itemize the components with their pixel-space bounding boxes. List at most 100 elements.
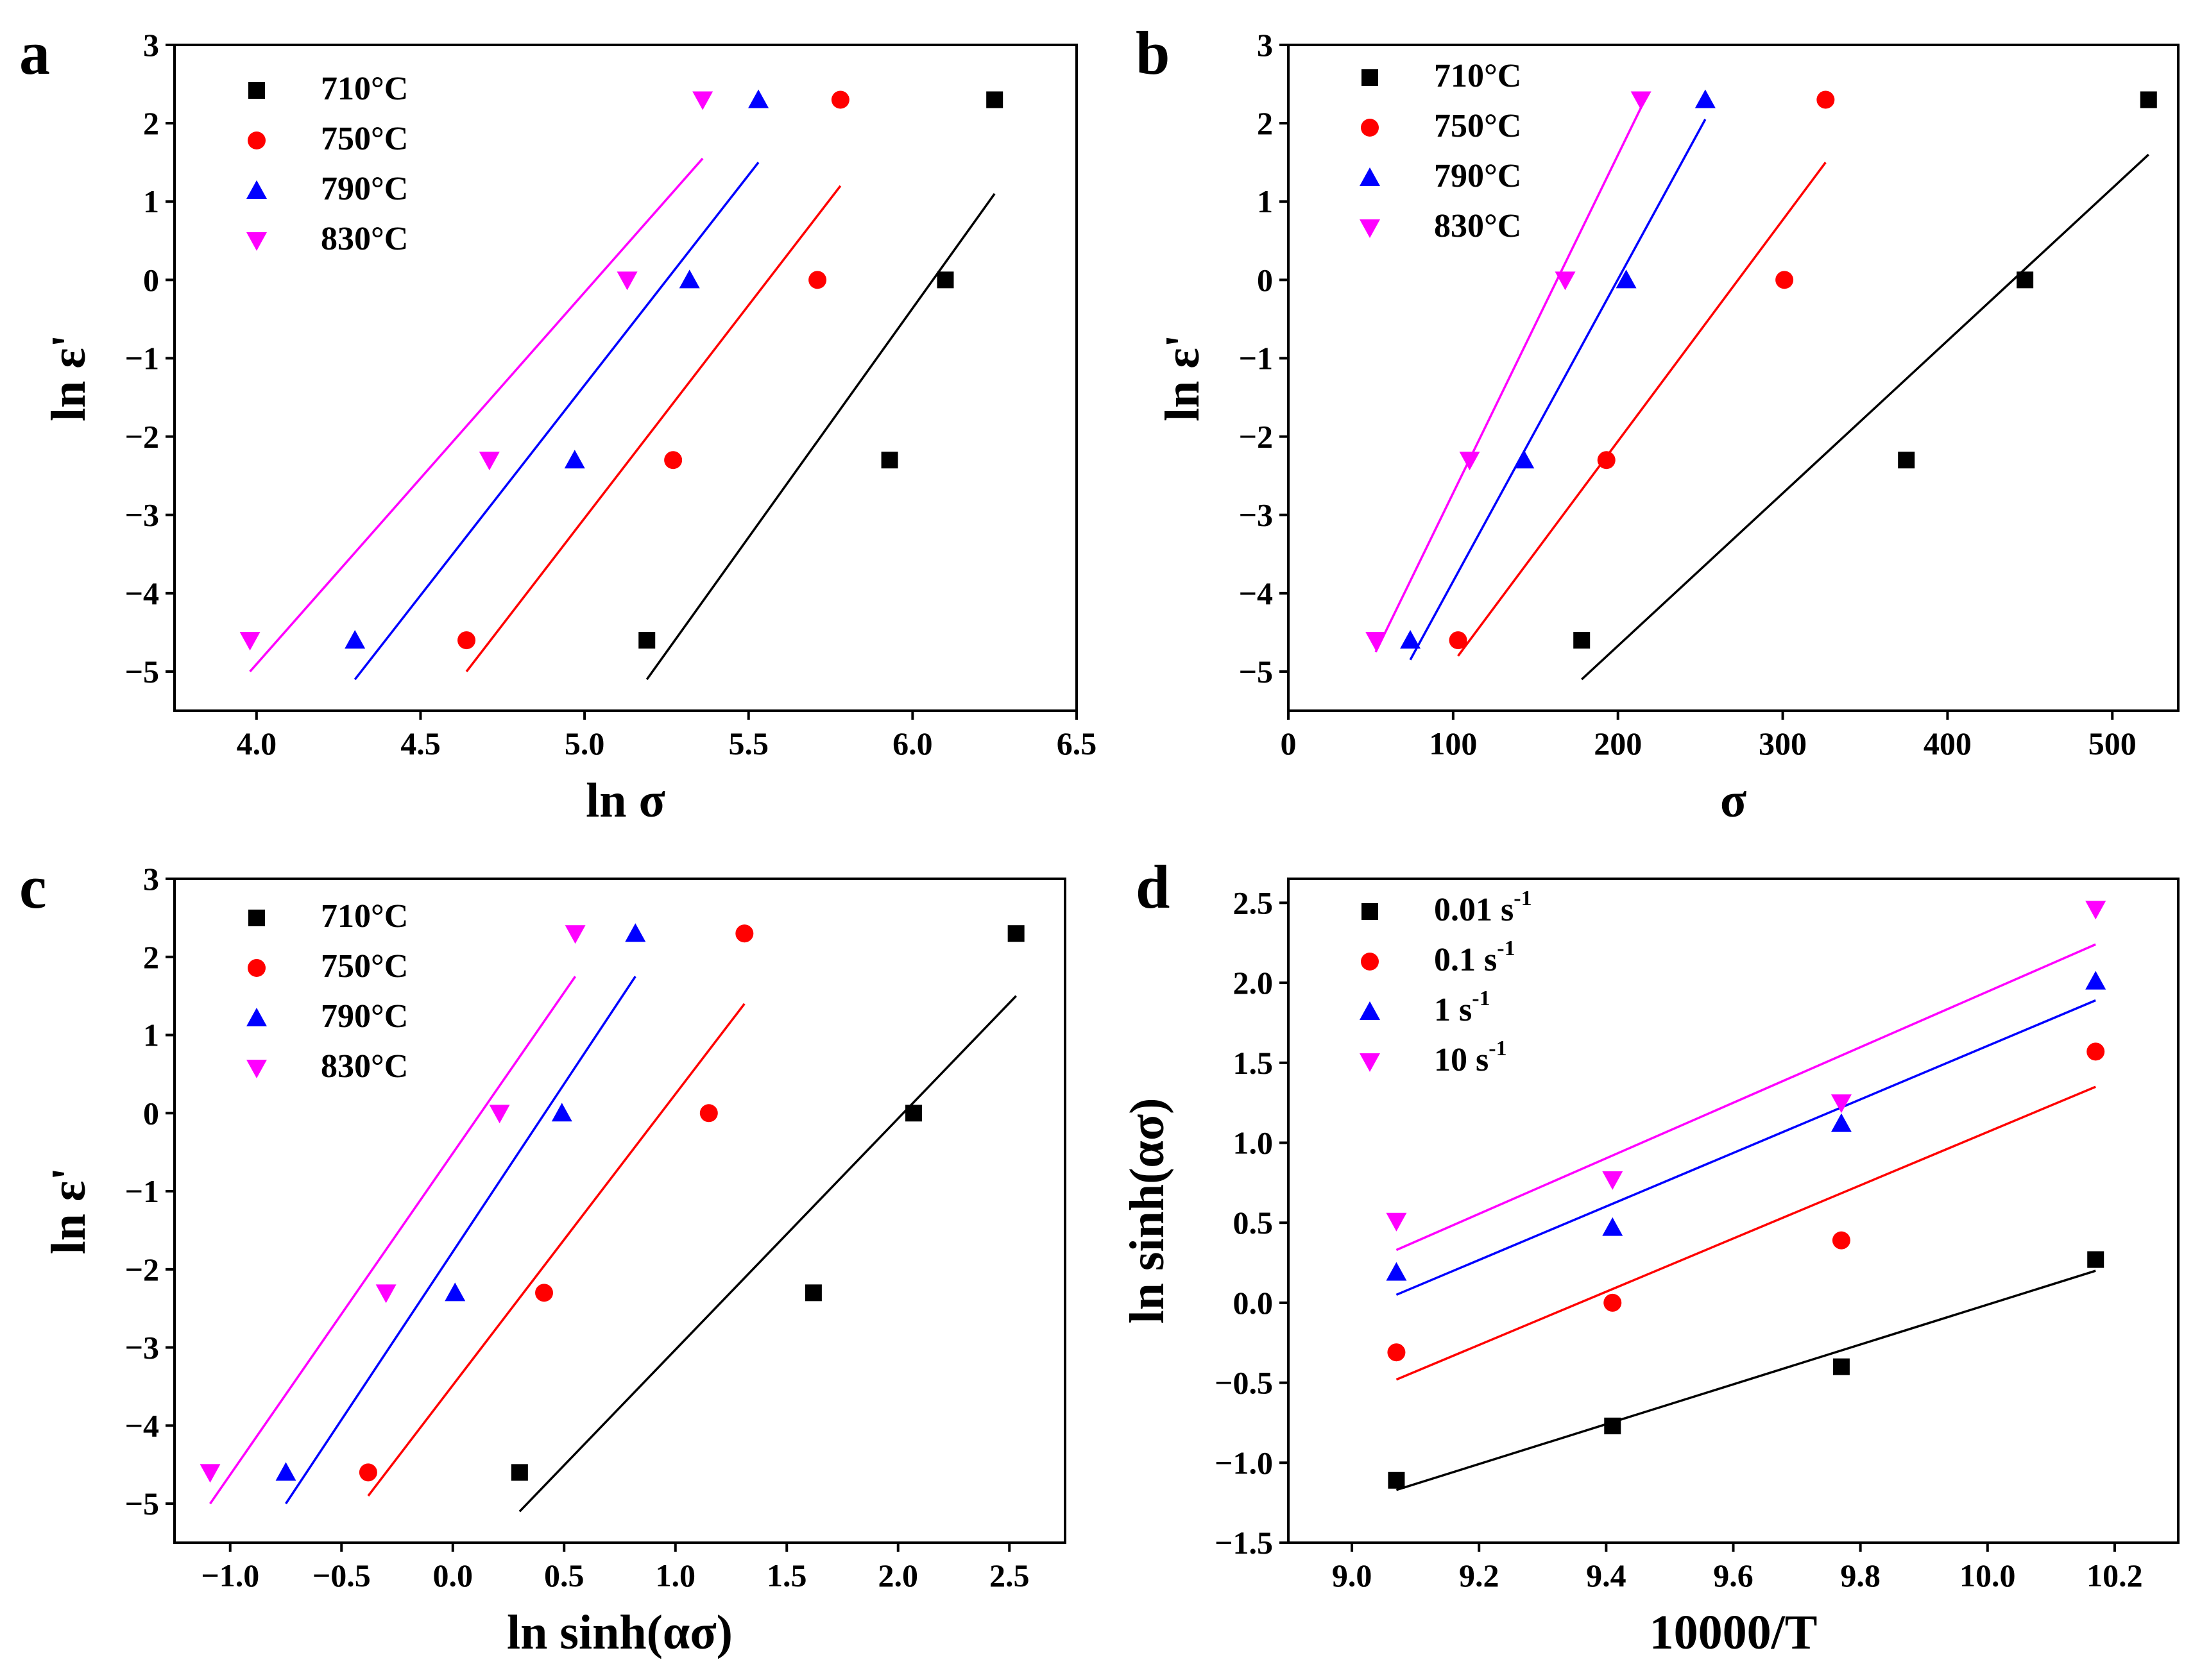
- y-axis-title: ln ε': [42, 1167, 96, 1255]
- data-point: [1573, 632, 1591, 649]
- data-point: [1514, 450, 1535, 469]
- data-point: [1898, 452, 1915, 469]
- x-tick-label: 400: [1924, 725, 1972, 761]
- data-point: [359, 1463, 377, 1482]
- y-tick-label: −5: [1239, 654, 1274, 690]
- data-point: [1616, 269, 1637, 289]
- legend-label: 10 s-1: [1434, 1037, 1507, 1078]
- plot-frame: [1287, 878, 2180, 1544]
- y-tick-label: −3: [125, 1330, 160, 1366]
- legend-label: 790°C: [1434, 158, 1521, 194]
- data-point: [805, 1284, 822, 1302]
- data-point: [375, 1284, 397, 1303]
- plot-frame: [173, 44, 1078, 712]
- x-tick-label: 6.0: [892, 725, 933, 761]
- y-tick-label: −1: [125, 340, 160, 376]
- panel-a: a 4.0 4.5 5.0 5.5 6.0 6.5 −5 −4 −3 −2 −1 0 1 2 3 ln σ ln …: [19, 19, 1096, 827]
- data-point: [937, 271, 954, 289]
- y-tick-label: −1.0: [1215, 1445, 1273, 1481]
- panel-letter: d: [1136, 853, 1170, 921]
- x-tick-label: 9.4: [1586, 1557, 1626, 1593]
- panel-letter: b: [1136, 19, 1170, 87]
- fit-line: [645, 193, 996, 681]
- data-point: [1816, 90, 1835, 109]
- x-tick-label: 9.0: [1332, 1557, 1372, 1593]
- data-point: [564, 450, 585, 469]
- data-point: [511, 1464, 528, 1481]
- y-tick-label: −0.5: [1215, 1365, 1273, 1401]
- data-point: [239, 632, 260, 651]
- y-tick-label: −2: [125, 419, 160, 455]
- legend-label: 790°C: [321, 998, 408, 1035]
- data-point: [735, 924, 754, 943]
- data-point: [638, 632, 656, 649]
- legend-marker: [248, 132, 266, 149]
- y-tick-label: −4: [125, 1407, 160, 1443]
- legend-marker: [248, 910, 265, 926]
- legend-label: 830°C: [321, 1048, 408, 1085]
- legend-marker: [1360, 219, 1380, 238]
- data-point: [1603, 1293, 1622, 1312]
- x-tick-label: 100: [1429, 725, 1477, 761]
- y-tick-label: 1: [143, 183, 159, 219]
- data-point: [617, 271, 638, 291]
- data-point: [1555, 271, 1576, 291]
- panel-letter: c: [19, 853, 47, 921]
- x-tick-label: 5.5: [728, 725, 769, 761]
- fit-line: [518, 995, 1017, 1513]
- y-tick-label: −5: [125, 654, 160, 690]
- data-point: [1830, 1113, 1852, 1132]
- y-axis-title: ln sinh(ασ): [1120, 1098, 1174, 1324]
- data-point: [1830, 1094, 1852, 1114]
- x-tick-label: 9.8: [1840, 1557, 1881, 1593]
- data-point: [1386, 1212, 1407, 1232]
- data-point: [1832, 1358, 1850, 1375]
- x-axis-title: σ: [1720, 774, 1746, 827]
- legend-label: 710°C: [321, 898, 408, 935]
- legend-marker: [248, 82, 265, 99]
- x-axis-title: ln sinh(ασ): [507, 1606, 733, 1659]
- legend-label: 790°C: [321, 171, 408, 207]
- y-tick-label: −3: [125, 497, 160, 533]
- panel-d: d 9.0 9.2 9.4 9.6 9.8 10.0 10.2 −1.5 −1.0 −0.5 0.0 0…: [1120, 853, 2180, 1659]
- data-point: [275, 1462, 296, 1481]
- legend-marker: [1361, 903, 1378, 920]
- panel-letter: a: [19, 19, 50, 87]
- data-point: [535, 1284, 554, 1302]
- data-point: [905, 1105, 923, 1122]
- x-tick-label: 9.6: [1713, 1557, 1754, 1593]
- data-point: [2085, 971, 2106, 990]
- fit-line: [367, 1003, 746, 1497]
- data-point: [1400, 630, 1421, 649]
- y-tick-label: 1: [1257, 183, 1273, 219]
- x-tick-label: −0.5: [312, 1557, 371, 1593]
- x-tick-label: 5.0: [565, 725, 605, 761]
- legend-label: 0.01 s-1: [1434, 887, 1532, 928]
- y-tick-label: −4: [1239, 575, 1274, 611]
- legend-marker: [246, 232, 267, 251]
- fit-line: [354, 162, 760, 681]
- data-point: [1775, 271, 1794, 289]
- y-axis-title: ln ε': [42, 334, 96, 421]
- y-tick-label: −3: [1239, 497, 1274, 533]
- x-tick-label: 1.5: [767, 1557, 807, 1593]
- y-tick-label: −1.5: [1215, 1525, 1273, 1561]
- y-tick-label: 2: [143, 105, 159, 141]
- y-tick-label: −5: [125, 1486, 160, 1522]
- data-point: [2140, 91, 2157, 108]
- data-point: [2017, 271, 2034, 289]
- data-point: [625, 923, 646, 942]
- fit-line: [1409, 119, 1707, 661]
- data-point: [748, 89, 769, 108]
- y-tick-label: 3: [1257, 27, 1273, 63]
- fit-line: [209, 976, 577, 1505]
- legend-label: 750°C: [321, 121, 408, 157]
- legend-label: 830°C: [321, 221, 408, 257]
- plot-frame: [173, 878, 1066, 1544]
- legend-marker: [1361, 69, 1378, 86]
- fit-line: [1395, 1269, 2096, 1491]
- data-point: [679, 269, 700, 289]
- y-tick-label: 0: [1257, 262, 1273, 298]
- data-point: [1597, 451, 1616, 470]
